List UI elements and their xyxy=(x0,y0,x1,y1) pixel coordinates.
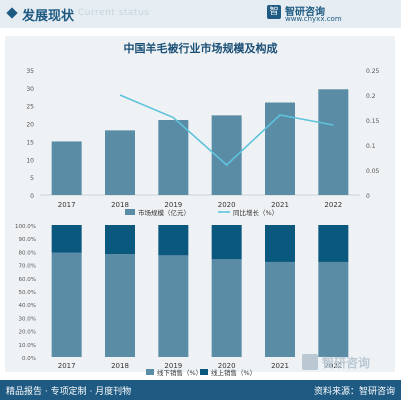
watermark-logo-icon xyxy=(302,354,318,370)
legend-label: 同比增长（%） xyxy=(233,208,278,217)
y-tick-label: 20.0% xyxy=(19,330,36,336)
footer-bar: 精品报告 · 专项定制 · 月度刊物 资料来源：智研咨询 xyxy=(0,380,401,400)
chart-title: 中国羊毛被行业市场规模及构成 xyxy=(123,42,278,55)
x-tick-label: 2020 xyxy=(218,362,236,370)
brand-logo-icon: 智 xyxy=(267,5,281,19)
y-left-tick-label: 30 xyxy=(26,86,34,93)
header-bar: 发展现状 Current status 智 智研咨询 www.chyxx.com xyxy=(0,0,401,28)
bar xyxy=(318,89,349,195)
x-tick-label: 2022 xyxy=(324,201,342,209)
y-right-tick-label: 0.05 xyxy=(366,168,380,175)
y-tick-label: 0.0% xyxy=(22,356,36,362)
x-tick-label: 2017 xyxy=(58,201,76,209)
stacked-bar-offline xyxy=(265,261,295,357)
y-tick-label: 10.0% xyxy=(19,343,36,349)
stacked-bar-online xyxy=(51,225,82,253)
brand-url: www.chyxx.com xyxy=(285,15,342,23)
legend-label: 线下销售（%） xyxy=(157,368,202,377)
y-left-tick-label: 35 xyxy=(26,68,34,75)
y-tick-label: 100.0% xyxy=(15,224,36,230)
y-right-tick-label: 0 xyxy=(366,193,370,200)
stacked-bar-online xyxy=(105,225,135,255)
x-tick-label: 2018 xyxy=(111,362,129,370)
bar xyxy=(265,102,295,195)
stacked-bar-offline xyxy=(105,254,135,357)
stacked-bar-online xyxy=(211,225,242,260)
legend-swatch-offline xyxy=(146,369,154,375)
bar xyxy=(51,141,82,195)
legend-swatch-online xyxy=(200,369,208,375)
y-right-tick-label: 0.25 xyxy=(366,68,380,75)
legend-label: 线上销售（%） xyxy=(211,368,256,377)
x-tick-label: 2019 xyxy=(164,201,182,209)
stacked-bar-online xyxy=(158,225,189,256)
x-tick-label: 2021 xyxy=(271,201,289,209)
footer-source: 资料来源：智研咨询 xyxy=(313,387,395,397)
y-left-tick-label: 10 xyxy=(26,157,34,164)
y-tick-label: 80.0% xyxy=(19,250,36,256)
y-tick-label: 40.0% xyxy=(19,303,36,309)
bar xyxy=(158,120,189,195)
watermark-name: 智研咨询 xyxy=(322,356,371,370)
y-tick-label: 50.0% xyxy=(19,290,36,296)
x-tick-label: 2020 xyxy=(218,201,236,209)
brand-logo-block: 智 智研咨询 www.chyxx.com xyxy=(267,3,395,25)
section-title: 发展现状 xyxy=(22,9,75,24)
stacked-bar-offline xyxy=(51,252,82,357)
x-tick-label: 2022 xyxy=(324,362,342,370)
footer-tagline: 精品报告 · 专项定制 · 月度刊物 xyxy=(6,387,132,397)
x-tick-label: 2018 xyxy=(111,201,129,209)
y-tick-label: 60.0% xyxy=(19,277,36,283)
stacked-bar-offline xyxy=(158,255,189,357)
y-tick-label: 70.0% xyxy=(19,264,36,270)
x-tick-label: 2021 xyxy=(271,362,289,370)
y-left-tick-label: 5 xyxy=(30,175,34,182)
y-left-tick-label: 25 xyxy=(26,104,34,111)
stacked-bar-online xyxy=(265,225,295,262)
stacked-bar-offline xyxy=(211,259,242,357)
stacked-bar-offline xyxy=(318,261,349,357)
bar xyxy=(105,130,135,195)
x-tick-label: 2019 xyxy=(164,362,182,370)
y-right-tick-label: 0.15 xyxy=(366,118,380,125)
stacked-bar-online xyxy=(318,225,349,262)
x-tick-label: 2017 xyxy=(58,362,76,370)
y-left-tick-label: 20 xyxy=(26,122,34,129)
y-tick-label: 30.0% xyxy=(19,316,36,322)
section-subtitle: Current status xyxy=(78,8,150,18)
legend-label: 市场规模（亿元） xyxy=(138,208,190,217)
y-tick-label: 90.0% xyxy=(19,237,36,243)
y-left-tick-label: 15 xyxy=(26,139,34,146)
y-left-tick-label: 0 xyxy=(30,193,34,200)
legend-swatch-bar xyxy=(125,209,135,215)
y-right-tick-label: 0.2 xyxy=(366,93,376,100)
y-right-tick-label: 0.1 xyxy=(366,143,376,150)
watermark: 智研咨询 xyxy=(302,352,392,374)
growth-line xyxy=(119,94,334,167)
brand-name: 智研咨询 xyxy=(285,7,325,18)
